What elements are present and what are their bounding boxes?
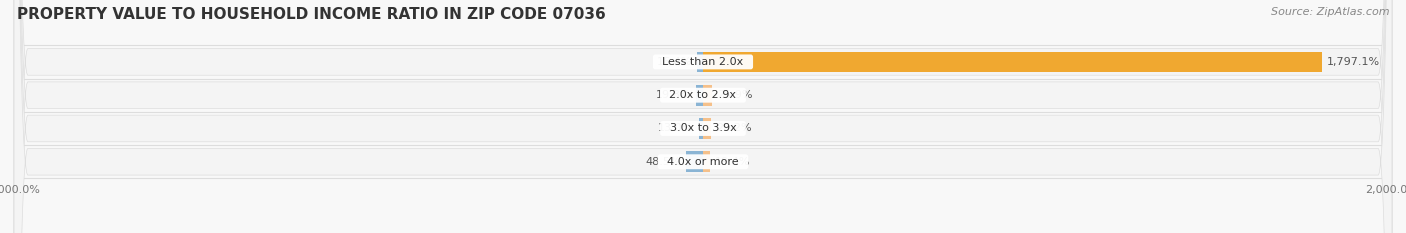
FancyBboxPatch shape bbox=[14, 0, 1392, 233]
Text: 13.0%: 13.0% bbox=[658, 123, 693, 134]
Text: 2.0x to 2.9x: 2.0x to 2.9x bbox=[662, 90, 744, 100]
FancyBboxPatch shape bbox=[14, 0, 1392, 233]
Text: 19.8%: 19.8% bbox=[655, 90, 690, 100]
Bar bbox=[686, 151, 703, 172]
Text: 19.4%: 19.4% bbox=[714, 157, 751, 167]
Text: 3.0x to 3.9x: 3.0x to 3.9x bbox=[662, 123, 744, 134]
Bar bbox=[703, 118, 710, 139]
Text: 25.9%: 25.9% bbox=[717, 90, 752, 100]
Text: PROPERTY VALUE TO HOUSEHOLD INCOME RATIO IN ZIP CODE 07036: PROPERTY VALUE TO HOUSEHOLD INCOME RATIO… bbox=[17, 7, 606, 22]
Text: 16.4%: 16.4% bbox=[657, 57, 692, 67]
Bar bbox=[703, 151, 710, 172]
Text: Source: ZipAtlas.com: Source: ZipAtlas.com bbox=[1271, 7, 1389, 17]
Text: 1,797.1%: 1,797.1% bbox=[1327, 57, 1381, 67]
FancyBboxPatch shape bbox=[14, 0, 1392, 233]
Text: 22.2%: 22.2% bbox=[716, 123, 751, 134]
Text: Less than 2.0x: Less than 2.0x bbox=[655, 57, 751, 67]
Bar bbox=[703, 51, 1322, 72]
Bar bbox=[697, 51, 703, 72]
Bar bbox=[699, 118, 703, 139]
FancyBboxPatch shape bbox=[14, 0, 1392, 233]
Bar bbox=[696, 85, 703, 106]
Text: 48.5%: 48.5% bbox=[645, 157, 681, 167]
Text: 4.0x or more: 4.0x or more bbox=[661, 157, 745, 167]
Bar bbox=[703, 85, 711, 106]
